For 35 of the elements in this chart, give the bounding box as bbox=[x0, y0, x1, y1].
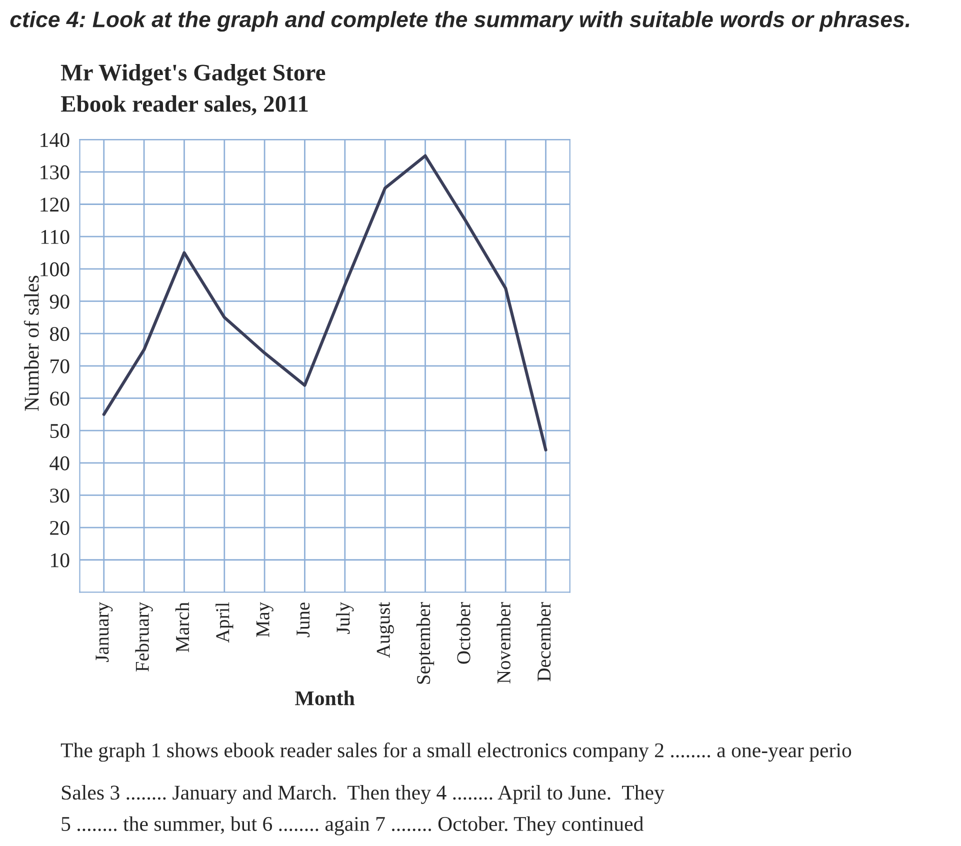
chart-subtitle: Ebook reader sales, 2011 bbox=[60, 95, 308, 116]
y-tick-label: 120 bbox=[40, 198, 70, 212]
x-tick-label: February bbox=[135, 602, 153, 672]
y-tick-label: 90 bbox=[50, 294, 70, 309]
y-tick-label: 80 bbox=[50, 326, 70, 341]
x-tick-label: May bbox=[256, 602, 274, 638]
x-tick-label: March bbox=[175, 602, 190, 652]
chart-title: Mr Widget's Gadget Store bbox=[60, 64, 326, 86]
y-tick-label: 10 bbox=[51, 553, 70, 568]
x-tick-label: August bbox=[376, 602, 394, 658]
text: ctice 4: Look at the graph and complete the summary with suitable words or phrases. bbox=[10, 10, 910, 32]
y-tick-label: 100 bbox=[40, 262, 70, 276]
text: 5 ........ the summer, but 6 ........ again 7 ........ October. They continued bbox=[62, 816, 644, 836]
x-tick-label: April bbox=[216, 602, 234, 643]
y-tick-label: 140 bbox=[40, 132, 70, 148]
x-tick-label: January bbox=[96, 602, 113, 662]
y-axis-title: Number of sales bbox=[24, 276, 39, 411]
x-axis-title: Month bbox=[295, 690, 355, 706]
y-tick-label: 110 bbox=[41, 230, 70, 244]
y-tick-label: 40 bbox=[50, 456, 70, 470]
text: Sales 3 ........ January and March. Then they 4 ........ April to June. They bbox=[62, 785, 664, 804]
y-tick-label: 130 bbox=[40, 165, 70, 180]
x-tick-label: November bbox=[496, 602, 510, 684]
y-tick-label: 60 bbox=[50, 392, 70, 406]
y-tick-label: 50 bbox=[50, 424, 70, 438]
y-tick-label: 30 bbox=[50, 488, 70, 503]
x-tick-label: July bbox=[336, 602, 354, 634]
x-tick-label: October bbox=[456, 602, 470, 664]
y-tick-label: 20 bbox=[50, 520, 70, 535]
x-tick-label: June bbox=[296, 602, 310, 638]
x-tick-label: December bbox=[536, 602, 551, 682]
x-tick-label: September bbox=[416, 602, 434, 684]
line-series bbox=[102, 154, 548, 452]
y-tick-label: 70 bbox=[50, 359, 70, 374]
text: The graph 1 shows ebook reader sales for a small electronics company 2 ........ a one-year perio bbox=[60, 742, 852, 762]
